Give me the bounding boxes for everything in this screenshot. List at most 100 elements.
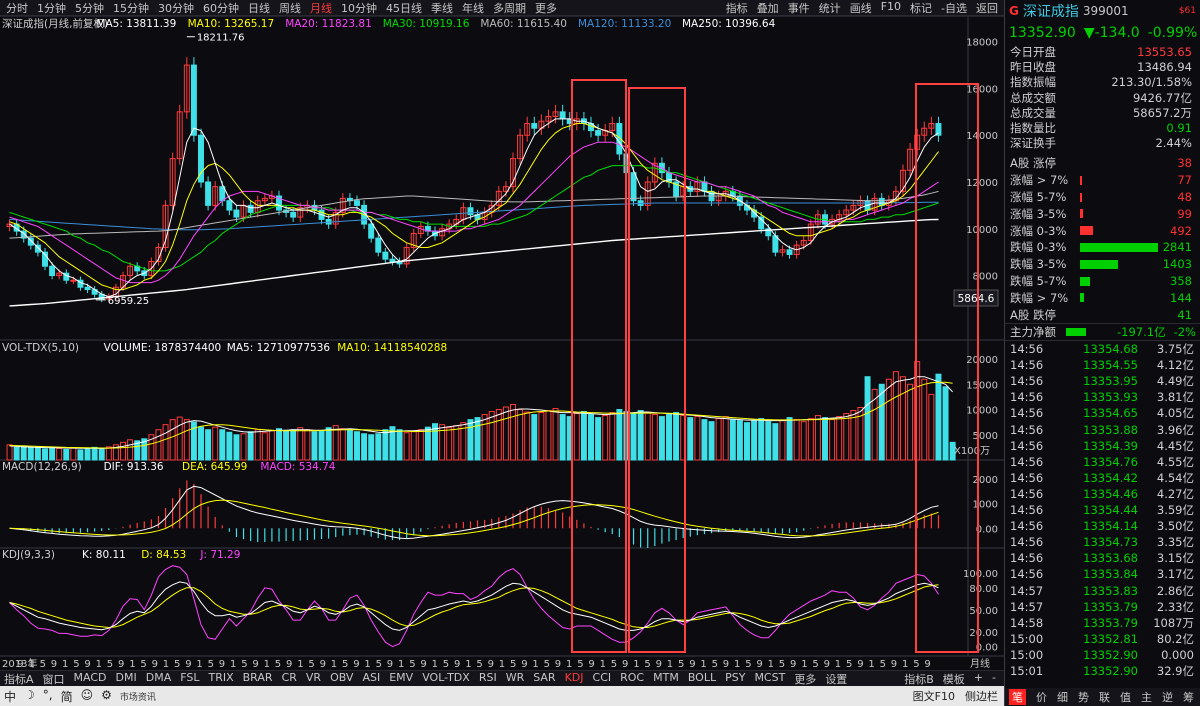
indicator-tab[interactable]: PSY (725, 670, 746, 684)
tool-menu-item[interactable]: 返回 (976, 1, 998, 15)
x-tick-label: 5 (73, 659, 79, 670)
volume-bar (219, 429, 226, 461)
quote-panel-tab[interactable]: 势 (1078, 691, 1089, 704)
indicator-tab[interactable]: KDJ (564, 670, 584, 684)
indicator-tab[interactable]: CCI (592, 670, 612, 684)
quote-panel-tab[interactable]: 主 (1141, 691, 1152, 704)
period-tab[interactable]: 45日线 (386, 1, 422, 15)
period-tab[interactable]: 分时 (6, 1, 28, 15)
indicator-tab[interactable]: CR (281, 670, 297, 684)
period-tab[interactable]: 月线 (310, 1, 332, 15)
tool-menu-item[interactable]: -自选 (941, 1, 967, 15)
status-link[interactable]: 侧边栏 (965, 690, 998, 703)
tool-menu-item[interactable]: F10 (880, 0, 902, 13)
indicator-tab[interactable]: VOL-TDX (422, 670, 470, 684)
tool-menu-item[interactable]: 事件 (787, 1, 810, 15)
breadth-row: 涨幅 0-3% 492 (1005, 222, 1200, 239)
quote-panel-tab[interactable]: 细 (1057, 691, 1068, 704)
tick-time: 14:56 (1010, 390, 1044, 405)
x-tick-label: 9 (891, 659, 897, 670)
indicator-tab-right[interactable]: - (992, 670, 996, 684)
indicator-tab[interactable]: ROC (620, 670, 645, 684)
volume-bar (786, 417, 793, 461)
ime-icon[interactable]: 简 (60, 689, 73, 704)
breadth-bar (1080, 259, 1119, 269)
period-tab[interactable]: 60分钟 (203, 1, 239, 15)
indicator-tab[interactable]: VR (305, 670, 322, 684)
tick-time: 15:01 (1010, 663, 1044, 678)
status-bar: 中 ☽ °, 简 ☺ ⚙ 市场资讯 图文F10 侧边栏 (0, 686, 1004, 706)
volume-bar (141, 438, 148, 461)
group-tag[interactable]: G (1009, 4, 1019, 18)
indicator-tab[interactable]: 设置 (825, 672, 848, 686)
status-link[interactable]: 图文F10 (912, 690, 955, 703)
indicator-tab[interactable]: TRIX (208, 670, 234, 684)
market-news-link[interactable]: 市场资讯 (119, 692, 156, 703)
ime-icon[interactable]: 中 (4, 689, 17, 704)
ime-icon[interactable]: ⚙ (101, 687, 112, 702)
indicator-tab[interactable]: RSI (478, 670, 497, 684)
period-tab[interactable]: 30分钟 (158, 1, 194, 15)
quote-panel-tab[interactable]: 价 (1036, 691, 1047, 704)
quote-panel-tab[interactable]: 笔 (1009, 689, 1026, 705)
breadth-row: 跌幅 5-7% 358 (1005, 273, 1200, 290)
volume-bar (183, 419, 190, 461)
indicator-tab[interactable]: SAR (533, 670, 556, 684)
period-tab[interactable]: 多周期 (493, 1, 526, 15)
x-tick-label: 9 (756, 659, 762, 670)
indicator-tab[interactable]: OBV (330, 670, 354, 684)
price-change: ▼-134.0 (1083, 25, 1140, 41)
period-tab[interactable]: 1分钟 (37, 1, 66, 15)
ime-icon[interactable]: ☽ (24, 687, 35, 702)
candle-body (850, 204, 857, 211)
period-tab[interactable]: 周线 (279, 1, 301, 15)
indicator-tab[interactable]: WR (505, 670, 525, 684)
tick-price: 13353.95 (1083, 374, 1138, 389)
period-tab[interactable]: 5分钟 (75, 1, 104, 15)
volume-bar (744, 422, 750, 461)
period-tab[interactable]: 10分钟 (341, 1, 377, 15)
indicator-tab[interactable]: ASI (362, 670, 381, 684)
tool-menu-item[interactable]: 标记 (910, 1, 933, 15)
indicator-tab[interactable]: 指标A (4, 672, 34, 686)
indicator-tab[interactable]: MACD (73, 670, 107, 684)
tick-row: 15:00 13352.81 80.2亿 (1005, 631, 1200, 647)
period-tab[interactable]: 更多 (535, 1, 557, 15)
legend-item: MA120: 11133.20 (578, 18, 671, 30)
quote-panel-tab[interactable]: 联 (1099, 691, 1110, 704)
x-tick-label: 5 (880, 659, 886, 670)
quote-panel-tab[interactable]: 筹 (1183, 691, 1194, 704)
volume-bar (212, 426, 219, 461)
period-tab[interactable]: 年线 (462, 1, 484, 15)
chart-background (0, 16, 1004, 670)
indicator-tab[interactable]: EMV (389, 670, 414, 684)
tool-menu-item[interactable]: 指标 (725, 1, 748, 15)
indicator-tab[interactable]: 更多 (794, 672, 817, 686)
indicator-tab[interactable]: FSL (180, 670, 200, 684)
period-tab[interactable]: 日线 (248, 1, 270, 15)
tool-menu-item[interactable]: 画线 (849, 1, 872, 15)
indicator-tab-right[interactable]: 指标B (904, 672, 934, 686)
tool-menu-item[interactable]: 统计 (818, 1, 841, 15)
x-tick-label: 9 (252, 659, 258, 670)
indicator-tab[interactable]: BOLL (687, 670, 717, 684)
period-tab[interactable]: 15分钟 (113, 1, 149, 15)
ime-icon[interactable]: ☺ (80, 687, 94, 702)
indicator-tab[interactable]: DMA (145, 670, 172, 684)
indicator-tab-right[interactable]: 模板 (942, 672, 965, 686)
indicator-tab-right[interactable]: + (973, 670, 984, 684)
tick-list[interactable]: 14:56 13354.68 3.75亿 14:56 13354.55 4.12亿 14:5… (1005, 341, 1200, 679)
indicator-tab[interactable]: 窗口 (42, 672, 65, 686)
quote-panel-tab[interactable]: 值 (1120, 691, 1131, 704)
tool-menu-item[interactable]: 叠加 (756, 1, 779, 15)
indicator-tab[interactable]: MTM (653, 670, 679, 684)
kline-chart-area[interactable]: 18211.766959.251800016000140001200010000… (0, 16, 1004, 670)
period-tab[interactable]: 季线 (431, 1, 453, 15)
tick-row: 14:56 13354.44 3.59亿 (1005, 502, 1200, 518)
quote-panel-tab[interactable]: 逆 (1162, 691, 1173, 704)
indicator-tab[interactable]: DMI (115, 670, 137, 684)
quote-stats: 今日开盘 13553.65 昨日收盘 13486.94 指数振幅 213.30/1.58%… (1005, 44, 1200, 151)
indicator-tab[interactable]: BRAR (242, 670, 273, 684)
ime-icon[interactable]: °, (42, 687, 53, 702)
indicator-tab[interactable]: MCST (754, 670, 786, 684)
